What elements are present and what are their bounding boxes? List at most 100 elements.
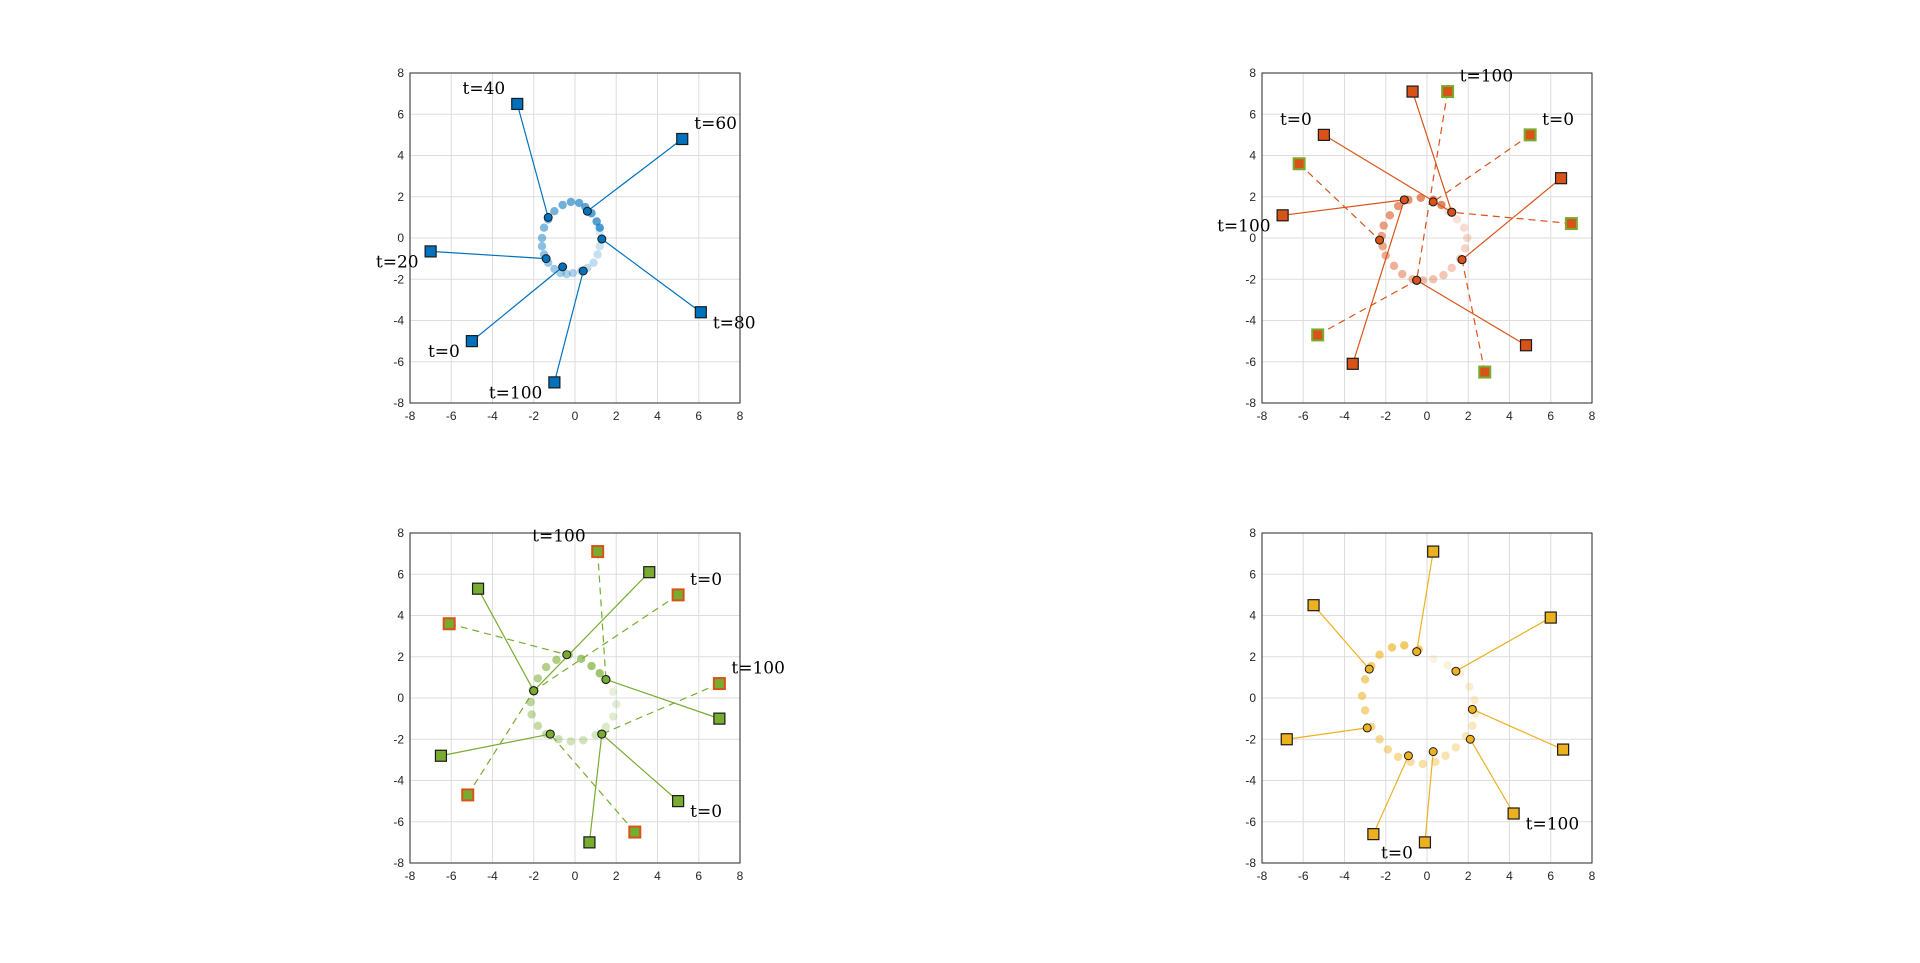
- x-tick-label: 6: [1547, 409, 1554, 423]
- trail-point: [1375, 735, 1384, 744]
- trail-point: [608, 687, 618, 697]
- trail-point: [1398, 269, 1407, 279]
- agent-square-marker: [424, 245, 437, 258]
- link-line: [1286, 727, 1368, 740]
- center-point: [1467, 704, 1477, 714]
- y-tick-label: -2: [1245, 732, 1256, 746]
- agent-square-marker: [672, 795, 685, 808]
- x-tick-label: -6: [1298, 869, 1309, 883]
- x-tick-label: -8: [405, 409, 416, 423]
- x-tick-label: -2: [528, 869, 539, 883]
- x-tick-label: 0: [572, 409, 579, 423]
- agent-square-marker: [671, 588, 685, 602]
- x-tick-label: 4: [1506, 869, 1513, 883]
- link-line: [587, 138, 683, 212]
- x-tick-label: 4: [654, 869, 661, 883]
- trail-point: [541, 662, 551, 672]
- x-tick-label: -6: [1298, 409, 1309, 423]
- trail-point: [589, 258, 598, 267]
- x-tick-label: -6: [446, 869, 457, 883]
- center-point: [1447, 207, 1457, 217]
- trail-point: [1393, 752, 1403, 761]
- y-tick-label: -2: [393, 272, 404, 286]
- y-tick-label: -6: [393, 355, 404, 369]
- trail-point: [1357, 691, 1367, 701]
- agent-square-marker: [1519, 339, 1533, 352]
- x-tick-label: 4: [654, 409, 661, 423]
- y-tick-label: 2: [1249, 190, 1256, 204]
- y-tick-label: -2: [1245, 272, 1256, 286]
- x-tick-label: -8: [405, 869, 416, 883]
- x-tick-label: 8: [1589, 409, 1596, 423]
- link-line: [1451, 211, 1572, 225]
- y-tick-label: 0: [1249, 691, 1256, 705]
- trail-point: [550, 206, 559, 216]
- link-line: [1461, 177, 1562, 261]
- y-tick-label: -4: [393, 774, 404, 788]
- trail-point: [562, 269, 571, 279]
- y-tick-label: 2: [397, 650, 404, 664]
- center-point: [1364, 664, 1374, 674]
- y-tick-label: -4: [393, 314, 404, 328]
- agent-square-marker: [643, 566, 656, 579]
- y-tick-label: -6: [1245, 355, 1256, 369]
- x-tick-label: -2: [1380, 869, 1391, 883]
- trail-point: [558, 200, 567, 210]
- trail-point: [1379, 221, 1388, 230]
- link-line: [601, 733, 679, 802]
- trail-point: [1387, 643, 1397, 652]
- link-line: [449, 623, 567, 656]
- center-point: [1403, 751, 1413, 761]
- y-tick-label: -6: [393, 815, 404, 829]
- agent-square-marker: [1280, 733, 1293, 746]
- agent-square-marker: [1427, 545, 1440, 558]
- trail-point: [550, 264, 559, 274]
- y-tick-label: 4: [397, 149, 404, 163]
- link-line: [1372, 755, 1409, 835]
- trail-point: [566, 737, 576, 746]
- trail-point: [1383, 745, 1393, 754]
- agent-square-marker: [465, 335, 478, 348]
- y-tick-label: 4: [1249, 609, 1256, 623]
- agent-square-marker: [694, 306, 707, 319]
- agent-square-marker: [1418, 836, 1432, 849]
- y-tick-label: -4: [1245, 774, 1256, 788]
- link-line: [430, 250, 547, 260]
- time-annotation: t=40: [463, 79, 506, 99]
- center-point: [529, 686, 539, 696]
- link-line: [467, 690, 535, 796]
- link-line: [533, 594, 679, 692]
- link-line: [1455, 617, 1552, 672]
- trail-point: [1439, 270, 1448, 280]
- trail-point: [1389, 261, 1399, 271]
- trail-point: [1468, 721, 1477, 731]
- x-tick-label: 0: [572, 869, 579, 883]
- trail-point: [1375, 650, 1384, 659]
- center-point: [578, 266, 588, 276]
- link-line: [1298, 163, 1380, 241]
- link-line: [471, 266, 564, 342]
- trail-point: [533, 674, 543, 683]
- x-tick-label: -6: [446, 409, 457, 423]
- trail-point: [608, 712, 618, 721]
- chart-panel-4: -8 -6 -4 -2 0 2 4 6 8 -8 -6 -4 -2 0 2 4 6 8 t=0 t=100: [1245, 526, 1595, 883]
- trail-point: [1441, 751, 1450, 760]
- trail-point: [1393, 201, 1403, 211]
- link-line: [440, 733, 551, 757]
- agent-square-marker: [1554, 172, 1568, 185]
- center-point: [601, 674, 611, 684]
- chart-panel-1: -8 -6 -4 -2 0 2 4 6 8 -8 -6 -4 -2 0 2 4 6 8 t=0 t=20 t=40 t=6…: [376, 66, 756, 423]
- x-tick-label: -8: [1257, 409, 1268, 423]
- x-tick-label: 6: [695, 869, 702, 883]
- agent-square-marker: [1317, 128, 1330, 141]
- trail-point: [554, 735, 563, 744]
- link-line: [1313, 604, 1370, 670]
- agent-square-marker: [1507, 807, 1520, 820]
- y-tick-label: 6: [1249, 107, 1256, 121]
- x-tick-label: -8: [1257, 869, 1268, 883]
- x-tick-label: 8: [1589, 869, 1596, 883]
- link-line: [601, 238, 702, 313]
- chart-panel-2: -8 -6 -4 -2 0 2 4 6 8 -8 -6 -4 -2 0 2 4 6 8 t=0 t=100 t=0 t=1…: [1217, 66, 1596, 423]
- trail-point: [612, 699, 621, 709]
- x-tick-label: 0: [1424, 869, 1431, 883]
